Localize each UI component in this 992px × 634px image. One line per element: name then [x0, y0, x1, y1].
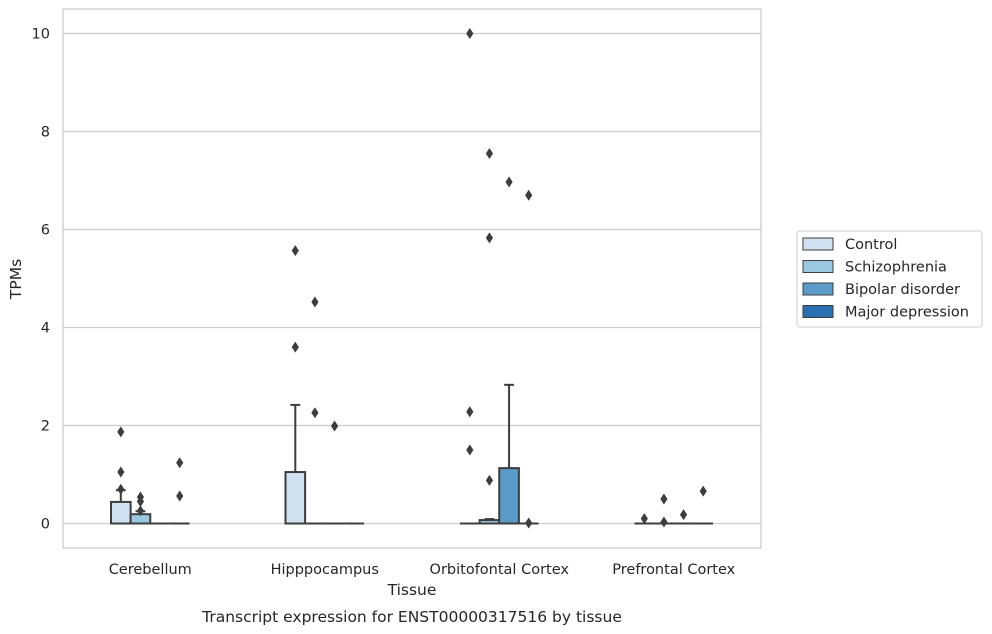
box-group [131, 492, 151, 524]
y-tick-label: 6 [41, 223, 50, 239]
box-group [674, 509, 694, 523]
outlier-point [117, 484, 124, 495]
box-group [480, 148, 500, 523]
outlier-point [466, 406, 473, 417]
x-tick-label: Prefrontal Cortex [612, 562, 735, 578]
y-axis-ticks: 0 2 4 6 8 10 [32, 27, 50, 533]
plot-frame [63, 9, 761, 548]
plot-marks [111, 28, 713, 529]
outlier-point [176, 491, 183, 502]
outlier-point [117, 467, 124, 478]
y-axis-label: TPMs [7, 259, 25, 300]
y-tick-label: 2 [41, 419, 50, 435]
box-group [285, 245, 305, 523]
outlier-point [505, 176, 512, 187]
box-group [693, 486, 713, 524]
outlier-point [486, 148, 493, 159]
x-tick-label: Hipppocampus [271, 562, 379, 578]
y-tick-label: 0 [41, 517, 50, 533]
box [285, 472, 305, 523]
outlier-point [660, 494, 667, 505]
outlier-point [700, 486, 707, 497]
outlier-point [176, 457, 183, 468]
legend-swatch [803, 283, 833, 295]
legend-label: Bipolar disorder [845, 282, 960, 298]
x-tick-label: Cerebellum [109, 562, 192, 578]
legend-swatch [803, 261, 833, 273]
outlier-point [525, 190, 532, 201]
outlier-point [680, 509, 687, 520]
box-group [305, 297, 325, 524]
x-axis-ticks: Cerebellum Hipppocampus Orbitofontal Corte… [109, 562, 736, 578]
box-group [460, 28, 480, 524]
outlier-point [311, 407, 318, 418]
outlier-point [311, 297, 318, 308]
outlier-point [117, 426, 124, 437]
chart-caption: Transcript expression for ENST0000031751… [201, 608, 622, 626]
outlier-point [660, 517, 667, 528]
outlier-point [331, 420, 338, 431]
box-group [111, 426, 131, 523]
legend-swatch [803, 238, 833, 250]
y-tick-label: 10 [32, 27, 50, 43]
box-group [519, 190, 539, 529]
outlier-point [525, 518, 532, 529]
outlier-point [466, 28, 473, 39]
box-group [499, 176, 519, 523]
outlier-point [486, 475, 493, 486]
outlier-point [292, 342, 299, 353]
x-axis-label: Tissue [387, 581, 437, 599]
legend-label: Control [845, 237, 897, 253]
box-group [654, 494, 674, 528]
legend-label: Schizophrenia [845, 260, 947, 276]
outlier-point [641, 513, 648, 524]
legend-label: Major depression [845, 305, 969, 321]
outlier-point [486, 232, 493, 243]
box-group [325, 420, 345, 523]
gridlines [63, 34, 761, 524]
x-tick-label: Orbitofontal Cortex [430, 562, 570, 578]
legend-swatch [803, 306, 833, 318]
y-tick-label: 8 [41, 125, 50, 141]
legend: Control Schizophrenia Bipolar disorder Majo… [797, 231, 982, 327]
outlier-point [466, 445, 473, 456]
outlier-point [292, 245, 299, 256]
box-group [634, 513, 654, 524]
y-tick-label: 4 [41, 321, 50, 337]
box [111, 502, 131, 524]
box [499, 468, 519, 523]
box-group [170, 457, 190, 523]
